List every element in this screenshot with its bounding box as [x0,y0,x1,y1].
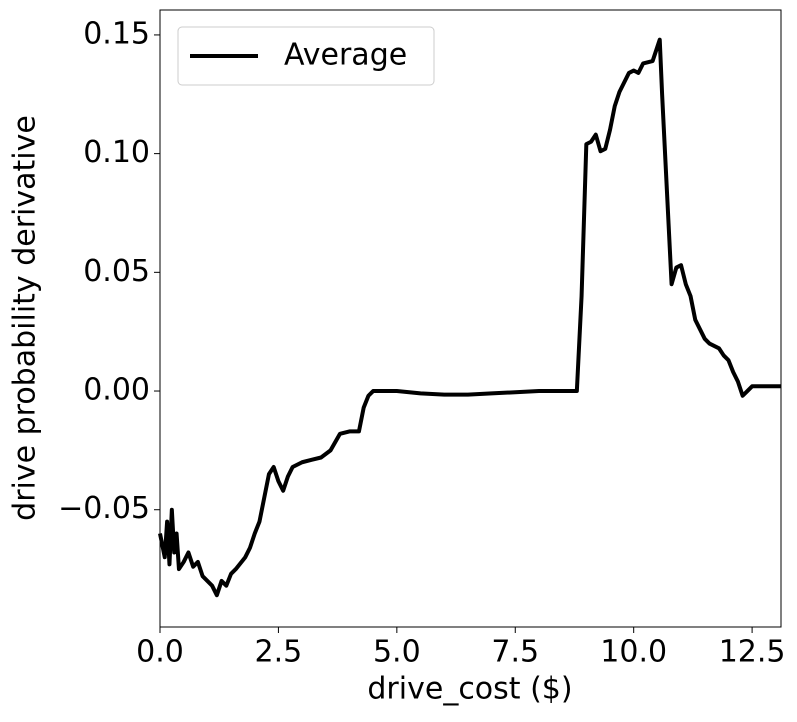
plot-frame [159,9,782,628]
y-tick-label: 0.10 [83,135,150,170]
y-tick-label: −0.05 [58,491,150,526]
x-tick-label: 12.5 [719,635,786,670]
x-tick-label: 2.5 [255,635,303,670]
legend-box [177,26,435,86]
x-tick-label: 0.0 [136,635,184,670]
data-line [158,37,781,598]
x-axis-label: drive_cost ($) [367,672,572,707]
legend-label: Average [284,38,407,73]
x-tick-label: 5.0 [373,635,421,670]
y-tick-label: 0.15 [83,16,150,51]
y-axis-label: drive probability derivative [8,115,43,521]
x-tick-label: 7.5 [491,635,539,670]
y-tick-label: 0.00 [83,373,150,408]
x-tick-label: 10.0 [600,635,667,670]
y-tick-label: 0.05 [83,254,150,289]
